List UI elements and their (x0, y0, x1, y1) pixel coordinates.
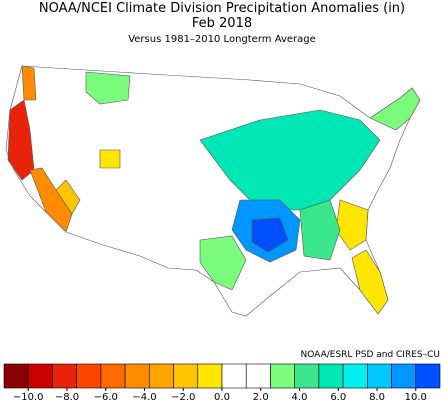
subtitle: Versus 1981–2010 Longterm Average (128, 34, 316, 45)
colorbar: −10.0 −8.0 −6.0 −4.0 −2.0 0.0 2.0 4.0 6.0 8.0 10.0 (3, 363, 441, 403)
colorbar-swatch (27, 363, 53, 389)
colorbar-swatch (76, 363, 102, 389)
colorbar-tick-label: 0.0 (214, 392, 230, 400)
colorbar-swatch (221, 363, 247, 389)
colorbar-swatch (367, 363, 392, 389)
colorbar-swatch (100, 363, 126, 389)
colorbar-swatch (124, 363, 150, 389)
colorbar-tick-label: −6.0 (94, 392, 118, 400)
colorbar-swatch (52, 363, 77, 389)
colorbar-swatch (173, 363, 199, 389)
colorbar-swatch (3, 363, 29, 389)
us-map (5, 65, 421, 317)
colorbar-tick-label: −2.0 (171, 392, 195, 400)
colorbar-tick-label: 10.0 (405, 392, 427, 400)
colorbar-swatch (391, 363, 417, 389)
credit: NOAA/ESRL PSD and CIRES–CU (301, 350, 440, 360)
colorbar-swatch (294, 363, 320, 389)
colorbar-tick-label: 2.0 (253, 392, 269, 400)
colorbar-tick-label: 8.0 (369, 392, 385, 400)
colorbar-tick-label: −4.0 (132, 392, 156, 400)
date: Feb 2018 (192, 16, 252, 31)
colorbar-swatch (342, 363, 368, 389)
colorbar-swatch (415, 363, 441, 389)
colorbar-tick-label: 4.0 (292, 392, 308, 400)
colorbar-swatch (149, 363, 174, 389)
colorbar-swatch (197, 363, 223, 389)
colorbar-tick-label: −8.0 (55, 392, 79, 400)
colorbar-swatch (318, 363, 344, 389)
colorbar-swatch (245, 363, 271, 389)
colorbar-tick-label: 6.0 (330, 392, 346, 400)
colorbar-tick-label: −10.0 (13, 392, 44, 400)
colorbar-swatch (270, 363, 295, 389)
title: NOAA/NCEI Climate Division Precipitation… (39, 1, 405, 16)
